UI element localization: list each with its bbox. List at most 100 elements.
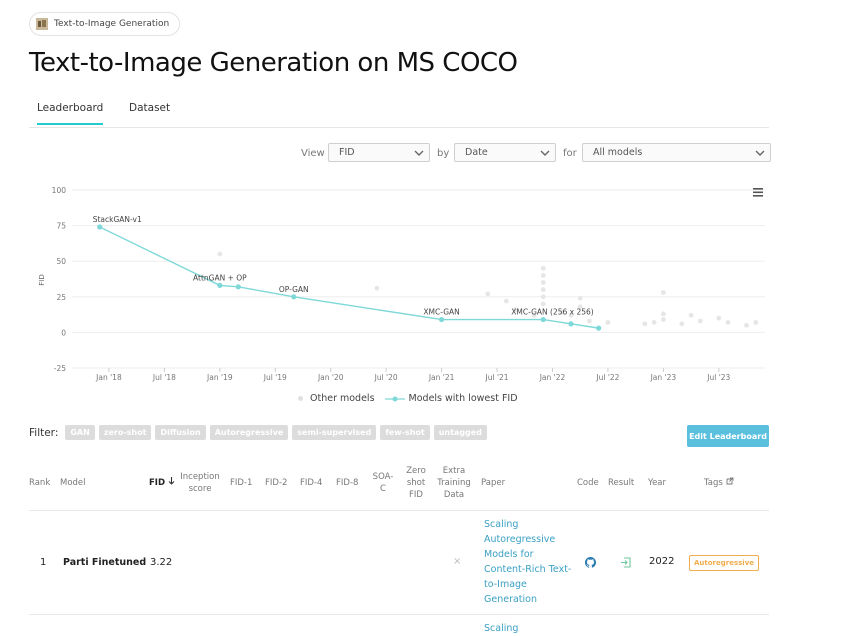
legend-other-models[interactable]: Other models	[310, 393, 375, 404]
edit-leaderboard-button[interactable]: Edit Leaderboard	[687, 425, 769, 447]
other-model-point	[503, 298, 509, 304]
other-model-point	[568, 312, 574, 318]
other-model-point	[217, 251, 223, 257]
lowest-fid-point	[596, 325, 602, 331]
by-select[interactable]: Date	[454, 143, 556, 162]
other-model-point	[485, 291, 491, 297]
x-tick-label: Jul '18	[152, 373, 176, 382]
other-model-point	[540, 273, 546, 278]
annotation-label: AttnGAN + OP	[193, 273, 247, 282]
task-pill[interactable]: Text-to-Image Generation	[29, 12, 181, 36]
other-model-point	[540, 301, 546, 307]
header-line: Inception	[180, 472, 220, 482]
chevron-down-icon	[540, 150, 550, 156]
chart-grid	[72, 189, 765, 369]
by-label: by	[437, 148, 450, 159]
paper-title-line: Generation	[484, 594, 537, 605]
header-code: Code	[577, 478, 599, 488]
annotation-label: XMC-GAN	[423, 308, 459, 317]
header-rank[interactable]: Rank	[29, 478, 51, 488]
header-fid-2[interactable]: FID-2	[265, 478, 288, 488]
page-title: Text-to-Image Generation on MS COCO	[29, 48, 518, 78]
other-model-point	[688, 312, 694, 318]
other-model-point	[642, 321, 648, 327]
x-tick-label: Jan '20	[317, 373, 344, 382]
view-select[interactable]: FID	[328, 143, 430, 162]
y-axis-label: FID	[38, 274, 46, 285]
x-tick-label: Jul '22	[595, 373, 619, 382]
row-fid-value: 3.22	[150, 557, 173, 568]
other-model-point	[540, 280, 546, 285]
other-model-point	[725, 320, 731, 325]
chart-menu-icon[interactable]	[753, 188, 763, 197]
filter-chip[interactable]: Autoregressive	[209, 425, 289, 440]
row-model-name[interactable]: Parti Finetuned	[63, 557, 147, 568]
tab-bar: Leaderboard Dataset	[29, 96, 769, 128]
result-login-icon[interactable]	[620, 557, 631, 568]
x-tick-label: Jul '20	[374, 373, 398, 382]
filter-chip[interactable]: zero-shot	[98, 425, 152, 440]
other-model-point	[605, 320, 611, 325]
row-extra-data-cross: ×	[453, 556, 462, 567]
filter-label: Filter:	[29, 426, 59, 439]
filter-chip[interactable]: Diffusion	[155, 425, 206, 440]
table-divider	[29, 510, 769, 511]
other-model-point	[540, 265, 546, 271]
header-tags: Tags	[704, 477, 734, 489]
header-fid[interactable]: FID	[149, 477, 175, 489]
legend-lowest-fid[interactable]: Models with lowest FID	[408, 393, 518, 404]
other-model-point	[540, 294, 546, 300]
row-tag-autoregressive[interactable]: Autoregressive	[689, 555, 760, 571]
header-line: Training	[437, 478, 471, 488]
task-pill-label: Text-to-Image Generation	[54, 19, 170, 29]
header-fid-8[interactable]: FID-8	[336, 478, 359, 488]
other-model-point	[559, 310, 565, 315]
lowest-fid-point	[217, 282, 223, 289]
x-tick-label: Jan '23	[650, 373, 677, 382]
y-tick-label: 25	[56, 293, 66, 302]
other-models-points	[217, 251, 759, 328]
sort-desc-icon	[168, 477, 175, 485]
header-zero-shot-fid[interactable]: Zero shot FID	[404, 465, 428, 501]
x-tick-label: Jan '22	[539, 373, 566, 382]
filter-row: Filter: GAN zero-shot Diffusion Autoregr…	[29, 425, 487, 440]
header-line: SOA-	[372, 472, 394, 482]
row-paper-link[interactable]: Scaling Autoregressive Models for Conten…	[484, 517, 576, 607]
header-line: Zero	[406, 466, 426, 476]
for-select-value: All models	[593, 147, 643, 158]
y-tick-label: 100	[52, 186, 67, 195]
header-result: Result	[608, 478, 635, 488]
header-extra-training-data[interactable]: Extra Training Data	[434, 465, 474, 501]
lowest-fid-point	[235, 284, 241, 290]
header-soa-c[interactable]: SOA- C	[370, 471, 396, 495]
tab-dataset[interactable]: Dataset	[129, 102, 171, 114]
header-year[interactable]: Year	[648, 478, 666, 488]
tab-leaderboard[interactable]: Leaderboard	[37, 102, 104, 125]
other-model-point	[744, 322, 749, 328]
for-label: for	[563, 148, 577, 159]
header-fid-1[interactable]: FID-1	[230, 478, 253, 488]
filter-chip[interactable]: GAN	[65, 425, 95, 440]
filter-chip[interactable]: untagged	[433, 425, 487, 440]
for-select[interactable]: All models	[582, 143, 771, 162]
github-icon[interactable]	[585, 557, 596, 568]
header-tags-label: Tags	[704, 478, 723, 488]
other-model-point	[651, 320, 657, 325]
filter-chip[interactable]: few-shot	[380, 425, 430, 440]
header-model[interactable]: Model	[60, 478, 86, 488]
other-model-point	[577, 295, 583, 301]
x-tick-label: Jan '18	[95, 373, 122, 382]
chart-annotations: StackGAN-v1 AttnGAN + OP OP-GAN XMC-GAN XMC-…	[93, 215, 594, 317]
chart-legend: Other models Models with lowest FID	[298, 393, 518, 404]
paper-title-line: to-Image	[484, 579, 527, 590]
header-fid-4[interactable]: FID-4	[300, 478, 323, 488]
lowest-fid-line	[99, 226, 599, 329]
chevron-down-icon	[414, 150, 424, 156]
lowest-fid-point	[540, 316, 546, 323]
x-tick-label: Jan '19	[206, 373, 233, 382]
filter-chip[interactable]: semi-supervised	[292, 425, 377, 440]
external-link-icon[interactable]	[726, 477, 734, 485]
lowest-fid-series	[97, 224, 602, 331]
y-tick-label: -25	[54, 364, 66, 373]
header-inception-score[interactable]: Inception score	[178, 471, 222, 495]
